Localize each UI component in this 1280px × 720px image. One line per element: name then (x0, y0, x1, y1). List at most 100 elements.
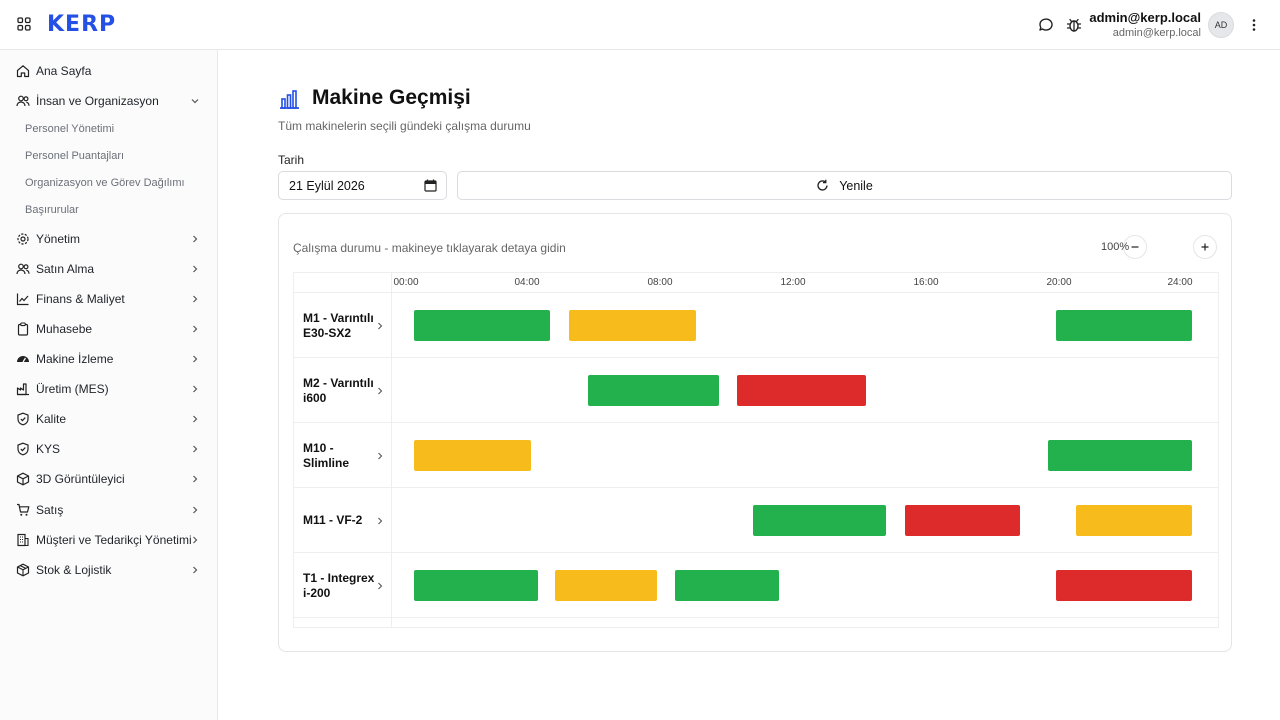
factory-icon (16, 383, 29, 396)
chevron-right-icon (193, 415, 198, 423)
date-label: Tarih (278, 153, 305, 167)
minus-icon (1131, 246, 1139, 248)
sidebar-item-uretim-mes[interactable]: Üretim (MES) (0, 374, 217, 404)
card-caption: Çalışma durumu - makineye tıklayarak det… (293, 241, 566, 255)
timeline-segment-idle[interactable] (413, 440, 531, 471)
sidebar-subitem-basvurular[interactable]: Başırurular (25, 204, 79, 216)
chevron-right-icon[interactable] (376, 451, 384, 461)
avatar[interactable]: AD (1208, 12, 1234, 38)
refresh-button[interactable]: Yenile (457, 171, 1232, 200)
timeline-segment-stopped[interactable] (737, 375, 867, 406)
time-tick: 04:00 (514, 277, 540, 288)
time-tick: 20:00 (1046, 277, 1072, 288)
users-icon (16, 95, 30, 107)
user-email: admin@kerp.local (1112, 27, 1201, 39)
date-value: 21 Eylül 2026 (289, 179, 365, 193)
machine-row[interactable]: M11 - VF-2 (294, 488, 1218, 553)
chevron-right-icon[interactable] (376, 581, 384, 591)
chevron-right-icon (193, 295, 198, 303)
timeline-segment-idle[interactable] (569, 310, 696, 341)
sidebar-item-satin-alma[interactable]: Satın Alma (0, 254, 217, 284)
sidebar-item-label: İnsan ve Organizasyon (36, 94, 159, 108)
time-axis: 00:00 04:00 08:00 12:00 16:00 20:00 24:00 (294, 273, 1218, 293)
zoom-in-button[interactable] (1193, 235, 1217, 259)
machine-row[interactable]: M2 - Varıntılı i600 (294, 358, 1218, 423)
sidebar-item-label: Makine İzleme (36, 352, 114, 366)
sidebar-item-label: Muhasebe (36, 322, 93, 336)
timeline-segment-idle[interactable] (1076, 505, 1192, 536)
sidebar-item-kys[interactable]: KYS (0, 434, 217, 464)
chevron-right-icon (193, 325, 198, 333)
machine-row[interactable]: M1 - Varıntılı E30-SX2 (294, 293, 1218, 358)
sidebar-item-satis[interactable]: Satış (0, 495, 217, 525)
timeline-segment-running[interactable] (1055, 310, 1192, 341)
chevron-right-icon[interactable] (376, 516, 384, 526)
timeline-segment-stopped[interactable] (1055, 570, 1192, 601)
chevron-right-icon (193, 536, 198, 544)
machine-name: T1 - Integrex i-200 (303, 570, 375, 600)
zoom-out-button[interactable] (1123, 235, 1147, 259)
chevron-right-icon[interactable] (376, 321, 384, 331)
users-icon (16, 263, 30, 275)
sidebar-item-finans-maliyet[interactable]: Finans & Maliyet (0, 284, 217, 314)
grid-icon[interactable] (17, 17, 31, 31)
time-tick: 00:00 (393, 277, 419, 288)
sidebar-item-makine-izleme[interactable]: Makine İzleme (0, 344, 217, 374)
refresh-label: Yenile (839, 178, 873, 193)
sidebar-item-muhasebe[interactable]: Muhasebe (0, 314, 217, 344)
machine-name: M10 - Slimline (303, 440, 350, 470)
timeline-segment-running[interactable] (1047, 440, 1192, 471)
chevron-right-icon (193, 385, 198, 393)
sidebar-item-insan-ve-organizasyon[interactable]: İnsan ve Organizasyon (0, 86, 217, 116)
calendar-icon[interactable] (424, 179, 437, 192)
sidebar-item-label: Satış (36, 503, 64, 517)
machine-name: M11 - VF-2 (303, 513, 363, 527)
home-icon (16, 65, 30, 78)
chevron-right-icon (193, 355, 198, 363)
sidebar-item-yonetim[interactable]: Yönetim (0, 224, 217, 254)
user-info[interactable]: admin@kerp.local admin@kerp.local (1089, 10, 1201, 40)
clipboard-icon (17, 322, 29, 336)
machine-row[interactable]: M10 - Slimline (294, 423, 1218, 488)
date-picker-input[interactable]: 21 Eylül 2026 (278, 171, 447, 200)
building-icon (17, 533, 29, 547)
timeline-chart: 00:00 04:00 08:00 12:00 16:00 20:00 24:00 M1 -… (293, 272, 1219, 628)
sidebar: Ana Sayfa İnsan ve Organizasyon Personel… (0, 50, 218, 720)
time-tick: 12:00 (780, 277, 806, 288)
bar-chart-icon (280, 90, 299, 109)
main-content: Makine Geçmişi Tüm makinelerin seçili gü… (218, 50, 1280, 720)
sidebar-item-3d-goruntuleyici[interactable]: 3D Görüntüleyici (0, 464, 217, 494)
timeline-segment-running[interactable] (674, 570, 780, 601)
timeline-segment-idle[interactable] (554, 570, 658, 601)
chat-icon[interactable] (1037, 16, 1055, 34)
top-bar: KERP admin@kerp.local admin@kerp.local A… (0, 0, 1280, 50)
timeline-segment-running[interactable] (413, 570, 539, 601)
bug-icon[interactable] (1065, 16, 1083, 34)
sidebar-item-stok-lojistik[interactable]: Stok & Lojistik (0, 555, 217, 585)
machine-row[interactable]: T1 - Integrex i-200 (294, 553, 1218, 618)
app-logo[interactable]: KERP (47, 12, 117, 37)
timeline-segment-running[interactable] (752, 505, 886, 536)
timeline-segment-running[interactable] (413, 310, 550, 341)
sidebar-item-musteri-tedarikci[interactable]: Müşteri ve Tedarikçi Yönetimi (0, 525, 217, 555)
more-vertical-icon[interactable] (1249, 16, 1259, 34)
machine-timeline-card: Çalışma durumu - makineye tıklayarak det… (278, 213, 1232, 652)
timeline-segment-running[interactable] (587, 375, 719, 406)
sidebar-item-ana-sayfa[interactable]: Ana Sayfa (0, 56, 217, 86)
sidebar-item-label: Ana Sayfa (36, 64, 92, 78)
sidebar-subitem-organizasyon[interactable]: Organizasyon ve Görev Dağılımı (25, 177, 185, 189)
chevron-right-icon[interactable] (376, 386, 384, 396)
chevron-right-icon (193, 445, 198, 453)
sidebar-item-label: Kalite (36, 412, 67, 426)
chevron-right-icon (193, 235, 198, 243)
page-subtitle: Tüm makinelerin seçili gündeki çalışma d… (278, 119, 531, 133)
package-icon (16, 563, 30, 577)
timeline-segment-stopped[interactable] (904, 505, 1021, 536)
sidebar-subitem-personel-yonetimi[interactable]: Personel Yönetimi (25, 123, 115, 135)
sidebar-subitem-personel-puantajlari[interactable]: Personel Puantajları (25, 150, 125, 162)
machine-label-column (294, 273, 392, 627)
sidebar-item-label: Müşteri ve Tedarikçi Yönetimi (36, 533, 192, 547)
sidebar-item-kalite[interactable]: Kalite (0, 404, 217, 434)
refresh-icon (817, 179, 828, 191)
time-tick: 24:00 (1167, 277, 1193, 288)
